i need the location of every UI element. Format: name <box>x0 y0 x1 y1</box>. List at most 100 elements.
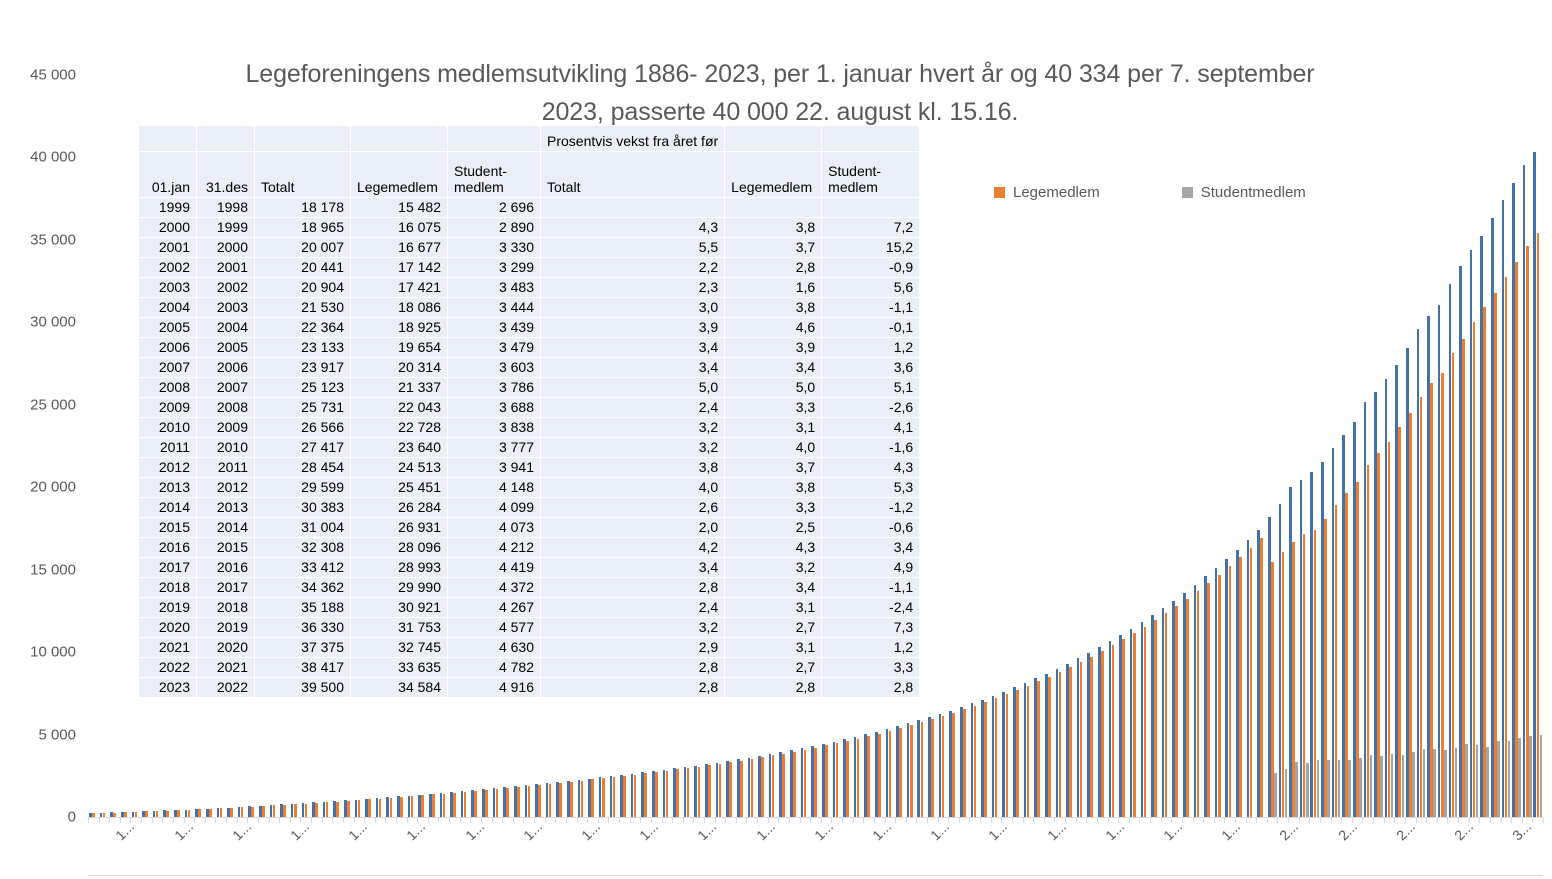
cell-pct-legemedlem: 3,1 <box>724 637 823 658</box>
bar-legemedlem <box>846 740 849 817</box>
cell-01jan: 2008 <box>138 377 197 398</box>
bar-legemedlem <box>644 773 647 817</box>
hdr-blank-4 <box>350 125 448 152</box>
cell-31des: 2015 <box>196 537 255 558</box>
bar-legemedlem <box>1472 322 1476 817</box>
bar-legemedlem <box>1504 276 1508 817</box>
cell-totalt: 35 188 <box>254 597 351 618</box>
bar-legemedlem <box>230 807 233 817</box>
bar-totalt <box>152 810 156 817</box>
bar-legemedlem <box>697 766 701 817</box>
bar-legemedlem <box>410 796 414 817</box>
x-tickmark <box>799 818 801 823</box>
bar-totalt <box>1193 584 1197 817</box>
bar-legemedlem <box>474 790 478 817</box>
x-tickmark <box>905 818 907 823</box>
bar-totalt <box>705 764 708 817</box>
cell-pct-legemedlem: 3,7 <box>724 457 823 478</box>
bar-studentmedlem <box>1443 749 1447 817</box>
cell-totalt: 32 308 <box>254 537 351 558</box>
x-tickmark <box>1404 818 1406 823</box>
cell-totalt: 31 004 <box>254 517 351 538</box>
bar-studentmedlem <box>1486 746 1490 817</box>
hdr-blank-7 <box>821 125 921 152</box>
x-tickmark <box>661 818 663 823</box>
bar-legemedlem <box>1292 541 1295 817</box>
bar-studentmedlem <box>1465 744 1468 817</box>
cell-totalt: 21 530 <box>254 297 351 318</box>
bar-totalt <box>524 785 528 817</box>
bar-totalt <box>1129 628 1133 817</box>
bar-legemedlem <box>124 812 127 817</box>
bar-legemedlem <box>888 730 892 817</box>
table-row: 2002 2001 20 441 17 142 3 299 2,2 2,8 -0,9 <box>138 257 921 278</box>
bar-legemedlem <box>336 801 339 817</box>
bar-legemedlem <box>516 787 520 817</box>
cell-legemedlem: 26 284 <box>350 497 448 518</box>
bar-legemedlem <box>1260 538 1263 817</box>
x-tickmark <box>1043 818 1045 823</box>
x-tickmark <box>374 818 376 823</box>
bar-totalt <box>609 776 613 817</box>
bar-totalt <box>1055 668 1059 817</box>
table-row: 2023 2022 39 500 34 584 4 916 2,8 2,8 2,8 <box>138 677 921 698</box>
cell-pct-legemedlem: 3,7 <box>724 237 823 258</box>
x-tickmark <box>353 818 355 823</box>
x-tick-label: 1... <box>578 818 604 844</box>
cell-totalt: 25 123 <box>254 377 351 398</box>
cell-pct-legemedlem: 2,7 <box>724 617 823 638</box>
bar-legemedlem <box>421 795 424 817</box>
x-tick-label: 1... <box>170 818 196 844</box>
legend-entry[interactable]: Studentmedlem <box>1181 184 1306 201</box>
bar-studentmedlem <box>1284 769 1288 817</box>
cell-pct-totalt: 4,2 <box>539 537 726 558</box>
bar-legemedlem <box>1419 397 1423 817</box>
bar-totalt <box>1374 392 1377 817</box>
bar-legemedlem <box>208 808 212 817</box>
cell-31des: 2012 <box>196 477 255 498</box>
cell-pct-studentmedlem: -1,2 <box>821 497 921 518</box>
bar-totalt <box>949 710 952 817</box>
cell-pct-studentmedlem: 2,8 <box>821 677 921 698</box>
x-tickmark <box>672 818 674 823</box>
x-tickmark <box>172 818 174 823</box>
cell-31des: 2014 <box>196 517 255 538</box>
legend-entry[interactable]: Legemedlem <box>994 184 1100 201</box>
bar-legemedlem <box>145 811 148 817</box>
cell-pct-totalt: 2,4 <box>539 397 726 418</box>
cell-pct-legemedlem: 3,1 <box>724 597 823 618</box>
bar-legemedlem <box>941 716 945 817</box>
cell-totalt: 36 330 <box>254 617 351 638</box>
x-tickmark <box>565 818 567 823</box>
bar-totalt <box>1299 479 1303 817</box>
x-tickmark <box>1479 818 1481 823</box>
cell-pct-totalt: 3,9 <box>539 317 726 338</box>
bar-totalt <box>1151 615 1154 817</box>
x-tickmark <box>682 818 684 823</box>
bar-totalt <box>694 765 698 817</box>
hdr-pct-totalt: Totalt <box>539 151 726 198</box>
bar-legemedlem <box>771 755 775 817</box>
legend-label: Legemedlem <box>1013 184 1100 201</box>
bar-totalt <box>779 752 783 817</box>
x-tickmark <box>619 818 621 823</box>
bar-legemedlem <box>357 800 361 817</box>
table-header-row: 01.jan 31.des Totalt Legemedlem Student-… <box>138 151 921 198</box>
bar-legemedlem <box>1175 606 1179 817</box>
bar-totalt <box>1289 486 1292 817</box>
bar-totalt <box>1267 517 1271 817</box>
x-tickmark <box>778 818 780 823</box>
bar-totalt <box>174 810 177 817</box>
x-tickmark <box>279 818 281 823</box>
bar-totalt <box>312 802 315 817</box>
bar-legemedlem <box>1207 582 1210 817</box>
x-tick-label: 1... <box>228 818 254 844</box>
cell-01jan: 2001 <box>138 237 197 258</box>
cell-legemedlem: 17 142 <box>350 257 448 278</box>
bar-legemedlem <box>793 751 796 817</box>
cell-pct-legemedlem: 3,4 <box>724 577 823 598</box>
cell-legemedlem: 30 921 <box>350 597 448 618</box>
cell-pct-legemedlem: 3,8 <box>724 297 823 318</box>
table-row: 2011 2010 27 417 23 640 3 777 3,2 4,0 -1,6 <box>138 437 921 458</box>
x-tickmark <box>364 818 366 823</box>
